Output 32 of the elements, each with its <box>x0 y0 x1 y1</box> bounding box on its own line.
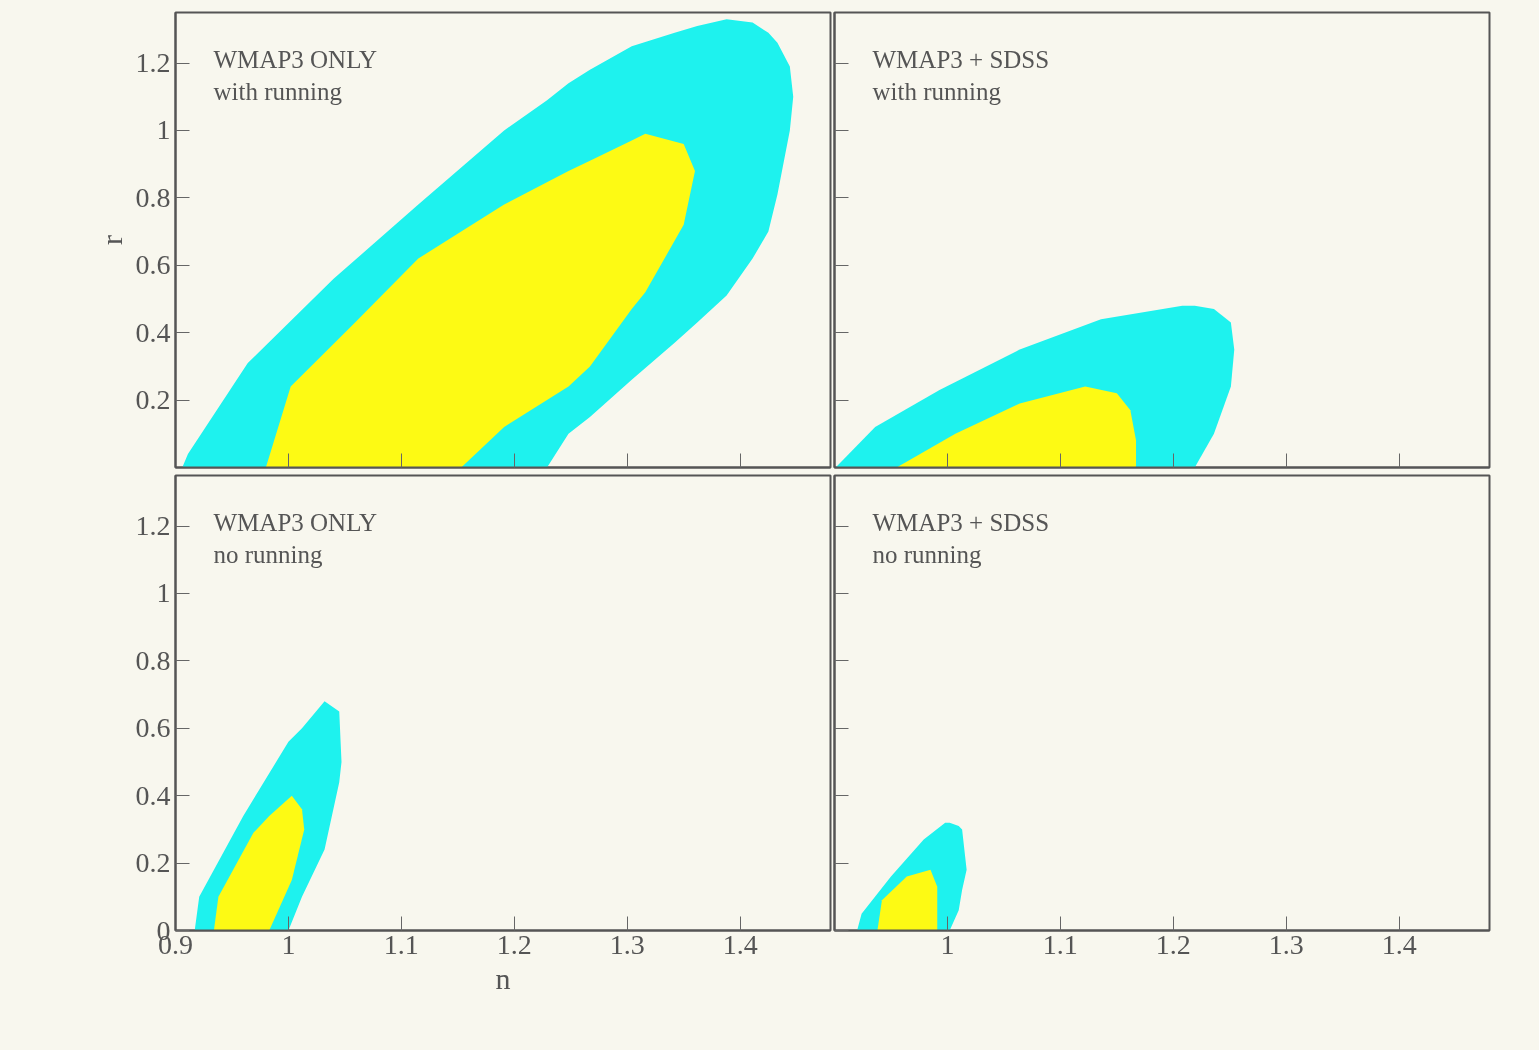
annotation: with running <box>213 77 343 105</box>
y-tick-label: 0.6 <box>135 249 171 281</box>
x-tick-label: 1.2 <box>1155 928 1191 960</box>
x-tick-label: 1.4 <box>722 928 758 960</box>
y-tick-label: 1 <box>156 114 171 146</box>
y-tick-label: 1.2 <box>135 510 171 542</box>
x-tick-label: 1.3 <box>609 928 645 960</box>
y-tick-label: 1.2 <box>135 47 171 79</box>
x-tick-label: 1.1 <box>383 928 419 960</box>
x-tick-label: 1.3 <box>1268 928 1304 960</box>
y-tick-label: 0.4 <box>135 316 171 348</box>
x-tick-label: 1.4 <box>1381 928 1417 960</box>
y-tick-label: 0.2 <box>135 384 171 416</box>
x-tick-label: 1.2 <box>496 928 532 960</box>
x-tick-label: 1.1 <box>1042 928 1078 960</box>
y-tick-label: 1 <box>156 577 171 609</box>
annotation: WMAP3 + SDSS <box>872 508 1050 536</box>
y-tick-label: 0.8 <box>135 181 171 213</box>
annotation: WMAP3 ONLY <box>213 45 377 73</box>
annotation: WMAP3 ONLY <box>213 508 377 536</box>
annotation: with running <box>872 77 1002 105</box>
x-tick-label: 1 <box>281 928 296 960</box>
y-axis-title: r <box>94 235 128 245</box>
y-tick-label: 0.2 <box>135 847 171 879</box>
y-tick-label: 0.6 <box>135 712 171 744</box>
y-tick-label: 0.4 <box>135 779 171 811</box>
y-tick-label: 0.8 <box>135 644 171 676</box>
annotation: no running <box>872 540 983 568</box>
annotation: no running <box>213 540 324 568</box>
annotation: WMAP3 + SDSS <box>872 45 1050 73</box>
x-axis-title: n <box>495 961 511 995</box>
x-tick-label: 1 <box>940 928 955 960</box>
